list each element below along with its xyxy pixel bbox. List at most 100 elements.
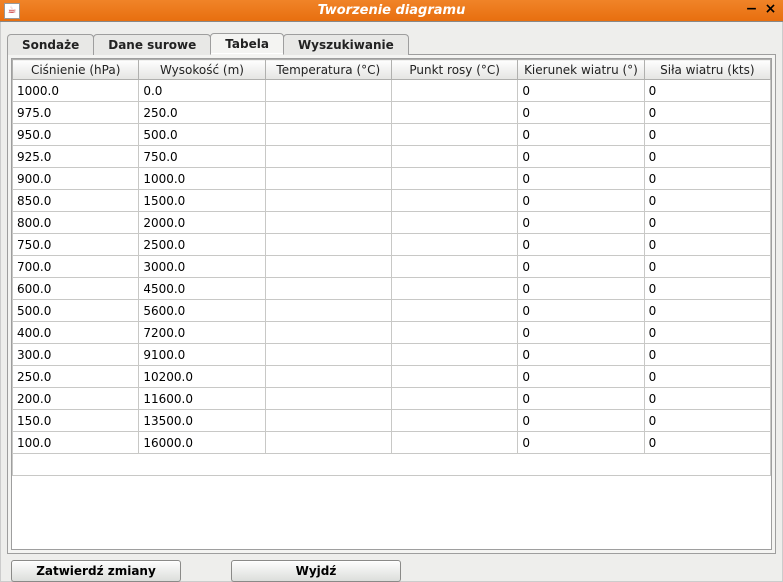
- table-cell[interactable]: [265, 168, 391, 190]
- tab-sondaże[interactable]: Sondaże: [7, 34, 94, 55]
- table-cell[interactable]: 5600.0: [139, 300, 265, 322]
- table-cell[interactable]: 13500.0: [139, 410, 265, 432]
- table-cell[interactable]: 400.0: [13, 322, 139, 344]
- tab-dane-surowe[interactable]: Dane surowe: [93, 34, 211, 55]
- table-cell[interactable]: 250.0: [139, 102, 265, 124]
- table-cell[interactable]: [391, 432, 517, 454]
- table-cell[interactable]: [265, 80, 391, 102]
- column-header[interactable]: Ciśnienie (hPa): [13, 60, 139, 80]
- table-cell[interactable]: 2500.0: [139, 234, 265, 256]
- table-cell[interactable]: 0: [644, 102, 770, 124]
- table-cell[interactable]: 0: [644, 256, 770, 278]
- table-cell[interactable]: [391, 388, 517, 410]
- table-cell[interactable]: 0: [644, 168, 770, 190]
- table-cell[interactable]: 750.0: [139, 146, 265, 168]
- table-cell[interactable]: 0: [518, 234, 644, 256]
- table-cell[interactable]: [391, 366, 517, 388]
- table-cell[interactable]: 1000.0: [13, 80, 139, 102]
- exit-button[interactable]: Wyjdź: [231, 560, 401, 582]
- table-cell[interactable]: 1000.0: [139, 168, 265, 190]
- table-cell[interactable]: 0: [644, 80, 770, 102]
- table-cell[interactable]: [391, 190, 517, 212]
- table-cell[interactable]: 0: [644, 190, 770, 212]
- table-cell[interactable]: 0: [518, 80, 644, 102]
- table-cell[interactable]: 0: [644, 212, 770, 234]
- tab-wyszukiwanie[interactable]: Wyszukiwanie: [283, 34, 409, 55]
- table-cell[interactable]: 850.0: [13, 190, 139, 212]
- table-cell[interactable]: 500.0: [13, 300, 139, 322]
- table-cell[interactable]: 11600.0: [139, 388, 265, 410]
- table-cell[interactable]: [265, 212, 391, 234]
- table-cell[interactable]: 0: [518, 124, 644, 146]
- table-cell[interactable]: [265, 102, 391, 124]
- table-cell[interactable]: [265, 190, 391, 212]
- table-cell[interactable]: [265, 388, 391, 410]
- table-cell[interactable]: 0: [518, 300, 644, 322]
- table-cell[interactable]: 975.0: [13, 102, 139, 124]
- table-cell[interactable]: 0: [644, 366, 770, 388]
- table-cell[interactable]: 0: [518, 278, 644, 300]
- table-cell[interactable]: [265, 366, 391, 388]
- table-cell[interactable]: 0: [644, 388, 770, 410]
- table-cell[interactable]: 0: [518, 366, 644, 388]
- table-cell[interactable]: [391, 300, 517, 322]
- table-cell[interactable]: [391, 102, 517, 124]
- close-button[interactable]: ×: [764, 4, 777, 17]
- table-cell[interactable]: [391, 168, 517, 190]
- table-cell[interactable]: 4500.0: [139, 278, 265, 300]
- table-cell[interactable]: 0: [518, 102, 644, 124]
- table-cell[interactable]: 150.0: [13, 410, 139, 432]
- table-cell[interactable]: [265, 234, 391, 256]
- tab-tabela[interactable]: Tabela: [210, 33, 284, 55]
- table-cell[interactable]: 900.0: [13, 168, 139, 190]
- table-cell[interactable]: 0: [644, 234, 770, 256]
- table-cell[interactable]: 0: [518, 388, 644, 410]
- table-cell[interactable]: 0: [644, 300, 770, 322]
- table-cell[interactable]: [391, 234, 517, 256]
- column-header[interactable]: Temperatura (°C): [265, 60, 391, 80]
- table-cell[interactable]: 600.0: [13, 278, 139, 300]
- table-cell[interactable]: 0: [518, 410, 644, 432]
- table-cell[interactable]: 1500.0: [139, 190, 265, 212]
- table-cell[interactable]: [265, 124, 391, 146]
- table-cell[interactable]: 0: [518, 432, 644, 454]
- table-cell[interactable]: 950.0: [13, 124, 139, 146]
- confirm-changes-button[interactable]: Zatwierdź zmiany: [11, 560, 181, 582]
- table-cell[interactable]: [265, 300, 391, 322]
- table-cell[interactable]: 100.0: [13, 432, 139, 454]
- table-cell[interactable]: [391, 410, 517, 432]
- table-cell[interactable]: [391, 322, 517, 344]
- table-cell[interactable]: 0: [518, 256, 644, 278]
- table-cell[interactable]: 0.0: [139, 80, 265, 102]
- column-header[interactable]: Siła wiatru (kts): [644, 60, 770, 80]
- table-cell[interactable]: 0: [518, 146, 644, 168]
- table-cell[interactable]: 0: [644, 410, 770, 432]
- table-cell[interactable]: 0: [644, 344, 770, 366]
- table-cell[interactable]: 16000.0: [139, 432, 265, 454]
- table-cell[interactable]: 925.0: [13, 146, 139, 168]
- column-header[interactable]: Kierunek wiatru (°): [518, 60, 644, 80]
- table-cell[interactable]: [265, 322, 391, 344]
- table-cell[interactable]: 10200.0: [139, 366, 265, 388]
- table-cell[interactable]: 0: [518, 190, 644, 212]
- table-cell[interactable]: 200.0: [13, 388, 139, 410]
- table-cell[interactable]: [391, 278, 517, 300]
- column-header[interactable]: Wysokość (m): [139, 60, 265, 80]
- table-cell[interactable]: 0: [644, 146, 770, 168]
- table-cell[interactable]: 0: [644, 124, 770, 146]
- table-cell[interactable]: 2000.0: [139, 212, 265, 234]
- table-cell[interactable]: [391, 212, 517, 234]
- table-cell[interactable]: 500.0: [139, 124, 265, 146]
- table-cell[interactable]: 9100.0: [139, 344, 265, 366]
- minimize-button[interactable]: −: [745, 4, 758, 17]
- table-cell[interactable]: 300.0: [13, 344, 139, 366]
- table-cell[interactable]: [391, 80, 517, 102]
- table-cell[interactable]: [265, 278, 391, 300]
- table-cell[interactable]: 7200.0: [139, 322, 265, 344]
- table-cell[interactable]: [391, 256, 517, 278]
- table-cell[interactable]: 0: [644, 278, 770, 300]
- table-cell[interactable]: 0: [644, 432, 770, 454]
- table-cell[interactable]: [265, 256, 391, 278]
- table-cell[interactable]: 0: [518, 322, 644, 344]
- table-cell[interactable]: [391, 344, 517, 366]
